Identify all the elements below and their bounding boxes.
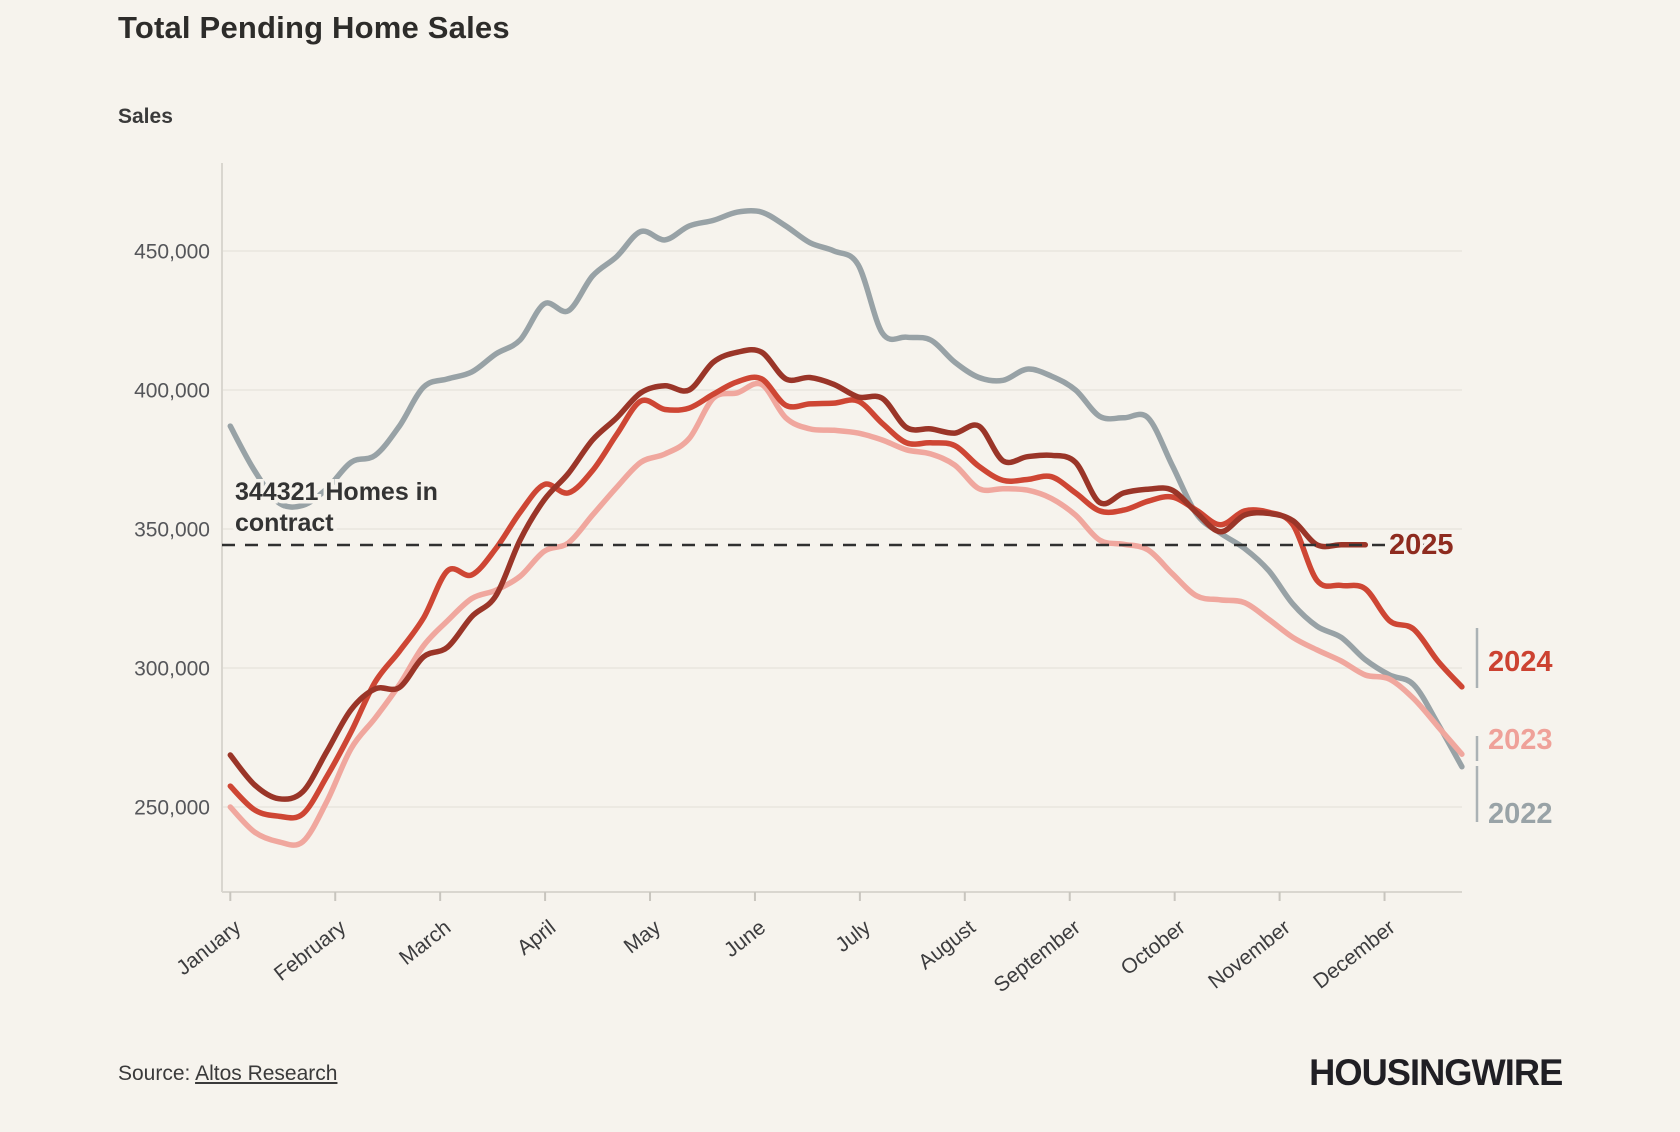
x-axis-label-january: January [172, 916, 245, 980]
y-tick-label-250000: 250,000 [134, 797, 210, 820]
annotation-text-line2: contract [235, 509, 334, 537]
x-axis-label-november: November [1204, 916, 1294, 994]
x-axis-label-march: March [395, 916, 455, 970]
source-prefix: Source: [118, 1062, 196, 1085]
y-tick-label-400000: 400,000 [134, 380, 210, 403]
altos-research-link[interactable]: Altos Research [195, 1062, 338, 1085]
x-axis-label-july: July [831, 916, 875, 957]
x-axis-label-december: December [1309, 916, 1399, 994]
page-title: Total Pending Home Sales [118, 10, 510, 45]
x-axis-label-september: September [990, 916, 1085, 997]
series-line-2022 [227, 207, 1465, 770]
year-label-2022: 2022 [1488, 798, 1553, 830]
x-axis-label-october: October [1117, 916, 1190, 980]
year-label-2023: 2023 [1488, 724, 1553, 756]
y-tick-label-450000: 450,000 [134, 241, 210, 264]
year-label-2024: 2024 [1488, 646, 1553, 678]
series-line-2023 [227, 380, 1465, 848]
housingwire-logo: HOUSINGWIRE [1308, 1052, 1563, 1093]
y-axis-title: Sales [118, 105, 173, 128]
x-axis-label-may: May [620, 916, 666, 959]
x-axis-label-february: February [270, 916, 351, 986]
x-axis-label-june: June [720, 916, 770, 962]
series-line-2024 [227, 374, 1465, 821]
x-axis-label-april: April [513, 916, 560, 960]
source-text: Source: Altos Research [118, 1062, 337, 1086]
series-line-2025 [227, 347, 1369, 802]
y-tick-label-350000: 350,000 [134, 519, 210, 542]
year-label-2025: 2025 [1389, 529, 1454, 561]
annotation-text-line1: 344321 Homes in [235, 478, 438, 506]
y-tick-label-300000: 300,000 [134, 658, 210, 681]
x-axis-label-august: August [914, 916, 980, 974]
